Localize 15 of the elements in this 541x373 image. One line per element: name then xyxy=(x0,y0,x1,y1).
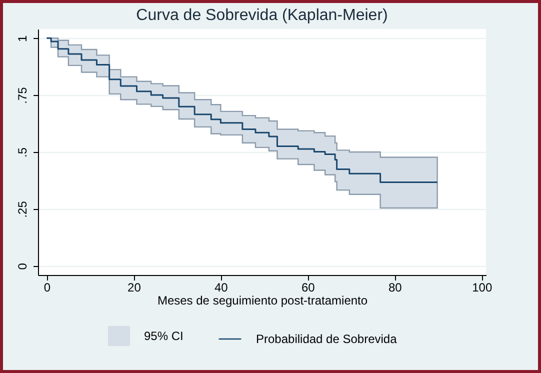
y-tick-label: 0 xyxy=(16,262,30,270)
y-tick-label: .25 xyxy=(16,200,30,218)
y-tick-label: .75 xyxy=(16,86,30,104)
x-tick-label: 60 xyxy=(301,280,316,294)
x-tick-label: 100 xyxy=(472,280,492,294)
text: 95% CI xyxy=(144,329,184,343)
chart-title: Curva de Sobrevida (Kaplan-Meier) xyxy=(136,7,388,24)
x-tick-label: 80 xyxy=(388,280,402,294)
x-axis-title: Meses de seguimiento post-tratamiento xyxy=(157,294,368,308)
y-tick-label: .5 xyxy=(16,147,30,158)
x-tick-label: 0 xyxy=(44,280,51,294)
legend-label: Probabilidad de Sobrevida xyxy=(256,332,398,346)
x-tick-label: 40 xyxy=(214,280,228,294)
y-tick-label: 1 xyxy=(16,34,30,42)
x-tick-label: 20 xyxy=(128,280,142,294)
